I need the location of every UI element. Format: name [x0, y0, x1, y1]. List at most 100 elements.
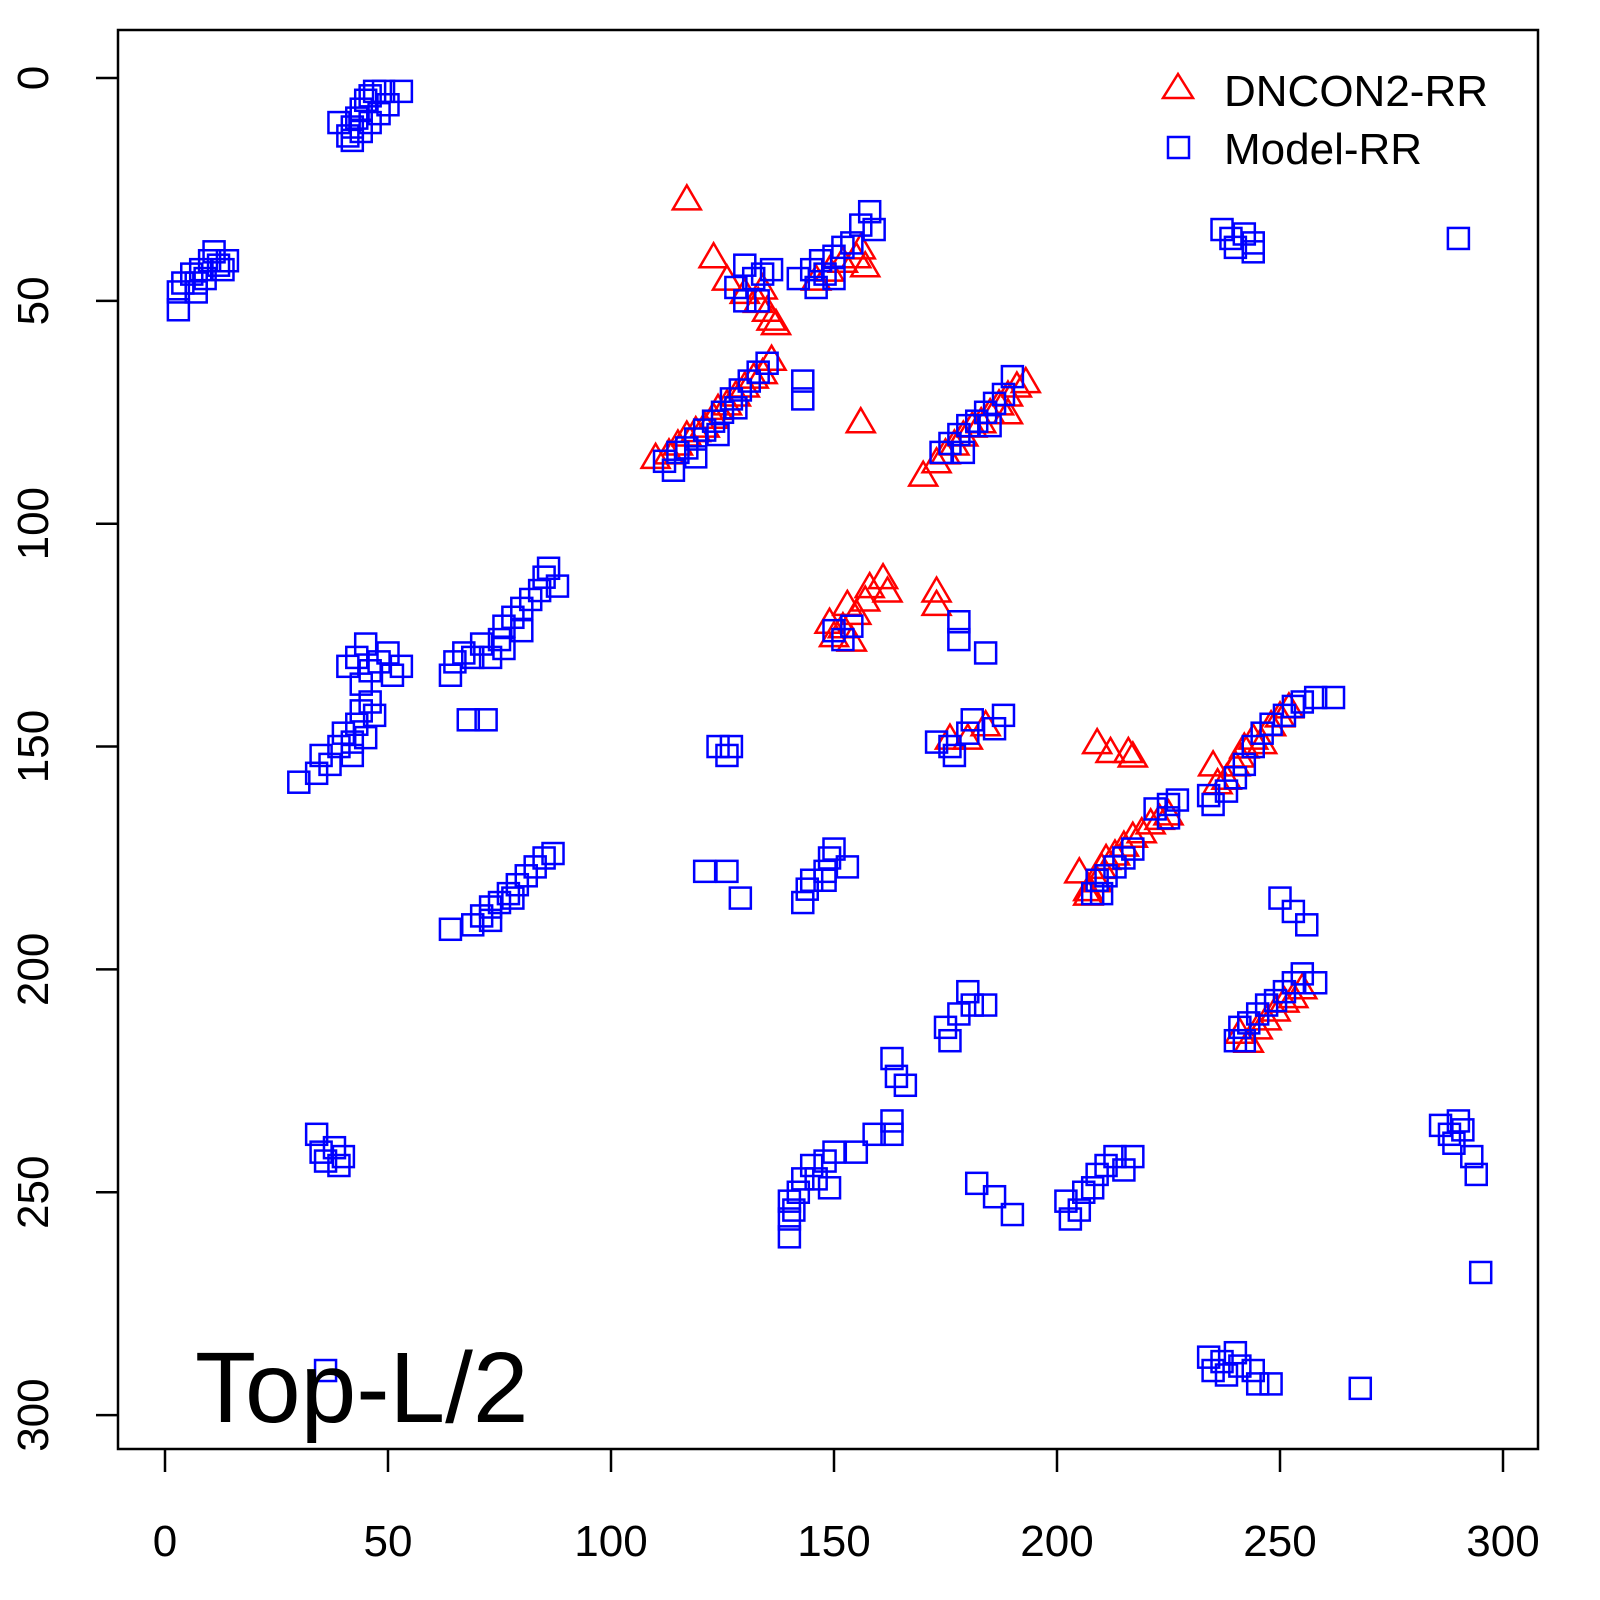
square-point	[817, 1176, 842, 1200]
square-point	[171, 271, 195, 295]
square-point	[1232, 1028, 1257, 1053]
square-point	[1241, 1358, 1265, 1383]
square-point	[1232, 222, 1257, 246]
square-point	[349, 119, 373, 144]
y-tick-label: 200	[9, 933, 58, 1006]
square-point	[532, 565, 556, 589]
square-point	[327, 110, 351, 135]
square-point	[1201, 792, 1225, 817]
square-point	[345, 645, 369, 670]
square-point	[492, 636, 516, 661]
triangle-point	[907, 459, 940, 487]
triangle-point	[844, 405, 877, 434]
square-point	[287, 770, 311, 794]
triangle-point	[1112, 735, 1145, 764]
y-tick-label: 250	[9, 1156, 58, 1229]
square-point	[353, 88, 378, 113]
square-point	[371, 79, 396, 104]
triangle-point	[849, 249, 882, 278]
square-point	[844, 1140, 869, 1164]
triangle-point	[1094, 735, 1127, 764]
square-point	[523, 855, 547, 879]
square-point	[1094, 864, 1118, 888]
square-point	[947, 610, 971, 634]
triangle-point	[840, 597, 873, 626]
square-point	[737, 369, 762, 393]
square-point	[973, 641, 998, 665]
square-point	[349, 672, 373, 696]
square-point	[724, 275, 748, 300]
square-point	[327, 734, 351, 759]
square-point	[1281, 971, 1306, 995]
panel-annotation: Top-L/2	[195, 1332, 529, 1444]
triangle-point	[991, 396, 1025, 425]
square-point	[353, 632, 378, 656]
square-point	[724, 396, 748, 420]
square-point	[1245, 1372, 1270, 1396]
x-tick-label: 150	[797, 1517, 870, 1566]
square-point	[478, 895, 503, 919]
square-point	[791, 890, 815, 915]
square-point	[1245, 1002, 1270, 1026]
triangle-point	[849, 583, 882, 612]
y-tick-label: 100	[9, 487, 58, 560]
square-point	[973, 400, 998, 425]
square-point	[1281, 694, 1306, 719]
square-point	[822, 837, 846, 861]
square-point	[1254, 993, 1279, 1017]
square-point	[893, 1073, 918, 1098]
square-point	[964, 409, 989, 433]
square-point	[492, 614, 516, 638]
square-point	[541, 841, 565, 866]
square-point	[1085, 1162, 1109, 1187]
square-point	[960, 708, 985, 732]
square-point	[692, 859, 717, 884]
square-point	[1290, 962, 1315, 986]
legend-label-dncon2: DNCON2-RR	[1224, 67, 1488, 116]
square-point	[469, 904, 494, 928]
square-point	[1460, 1144, 1484, 1169]
square-point	[982, 1184, 1007, 1209]
square-point	[840, 614, 864, 638]
square-point	[1295, 913, 1319, 937]
square-point	[362, 703, 387, 728]
y-tick-label: 50	[9, 276, 58, 325]
square-point	[545, 574, 570, 598]
square-point	[1156, 806, 1181, 830]
square-point	[786, 266, 811, 291]
square-point	[322, 1135, 347, 1160]
square-point	[309, 743, 333, 768]
square-point	[715, 859, 739, 884]
square-point	[982, 391, 1007, 416]
square-point	[973, 993, 998, 1017]
square-point	[706, 734, 730, 759]
square-point	[733, 253, 757, 277]
triangle-point	[697, 240, 730, 269]
square-point	[1223, 765, 1248, 790]
square-point	[358, 110, 382, 135]
square-point	[706, 422, 730, 447]
square-point	[1058, 1207, 1083, 1231]
square-point	[1210, 1349, 1234, 1374]
square-point	[746, 360, 770, 384]
square-point	[840, 231, 864, 255]
square-point	[942, 743, 967, 768]
square-point	[1446, 226, 1471, 251]
square-point	[487, 627, 512, 652]
square-point	[938, 431, 962, 456]
square-point	[831, 235, 855, 260]
square-point	[1000, 1202, 1025, 1227]
triangle-point	[1245, 726, 1279, 755]
triangle-point	[871, 575, 904, 603]
square-point	[982, 716, 1007, 741]
data-points	[166, 79, 1493, 1401]
square-point	[340, 128, 365, 153]
legend-square-icon	[1166, 135, 1191, 160]
square-point	[376, 641, 400, 665]
square-point	[924, 730, 949, 754]
square-point	[1272, 979, 1297, 1004]
square-point	[880, 1109, 904, 1133]
square-point	[804, 1167, 828, 1191]
legend-triangle-icon	[1160, 71, 1196, 100]
square-point	[1196, 783, 1221, 808]
